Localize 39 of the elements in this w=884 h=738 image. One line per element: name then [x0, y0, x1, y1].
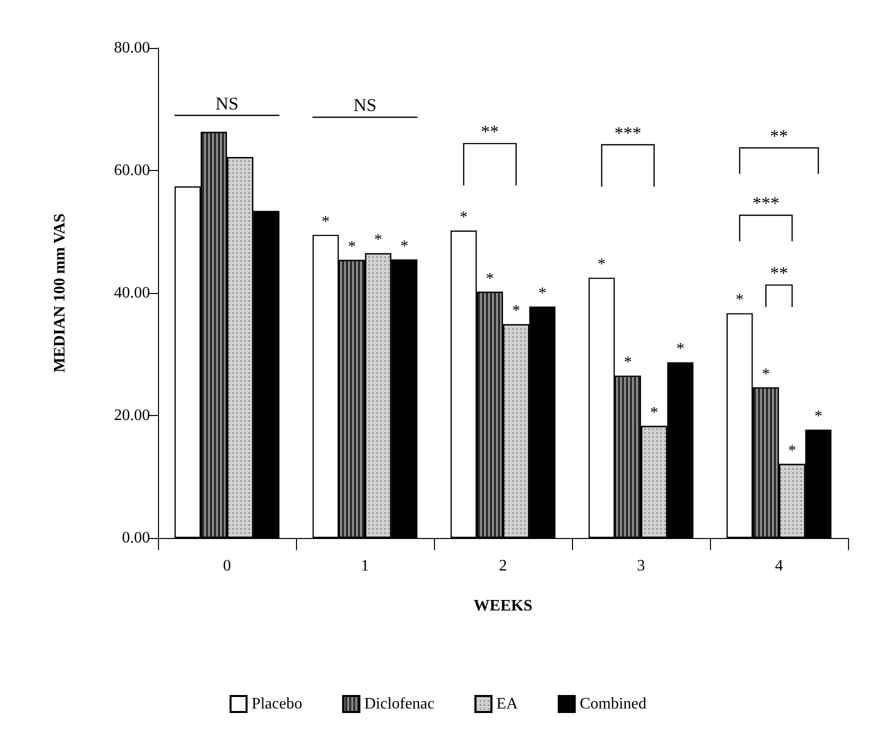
annotation: NS: [353, 95, 377, 116]
data-label: *: [460, 209, 468, 226]
data-label: *: [512, 302, 520, 320]
x-tick-label: 2: [499, 558, 507, 574]
x-axis-title: WEEKS: [474, 598, 532, 614]
y-axis-title: MEDIAN 100 mm VAS: [52, 213, 68, 372]
y-tick-label: 40.00: [114, 284, 150, 302]
data-label: *: [486, 270, 494, 288]
data-label: *: [400, 238, 408, 255]
data-label: *: [676, 340, 684, 358]
x-tick-label: 4: [775, 558, 783, 574]
data-label: *: [788, 442, 796, 460]
x-tick-label: 3: [637, 558, 645, 574]
annotation: NS: [215, 93, 239, 114]
data-label: *: [736, 292, 744, 309]
annotation: **: [480, 122, 499, 142]
data-label: *: [814, 408, 822, 426]
annotation: **: [770, 263, 788, 284]
y-tick-label: 80.00: [114, 40, 150, 56]
legend-label: Diclofenac: [364, 696, 434, 712]
data-label: *: [762, 366, 770, 383]
legend-label: EA: [496, 696, 518, 712]
y-tick-label: 60.00: [114, 162, 150, 179]
data-label: *: [374, 232, 382, 249]
data-label: *: [538, 284, 546, 302]
data-label: *: [624, 354, 632, 372]
annotation: ***: [752, 193, 780, 214]
data-label: *: [650, 404, 658, 422]
annotation: ***: [614, 122, 642, 143]
data-label: *: [348, 238, 356, 256]
y-tick-label: 20.00: [114, 407, 150, 424]
data-label: *: [598, 256, 606, 274]
annotation: **: [770, 126, 788, 146]
y-tick-label: 0.00: [122, 530, 150, 546]
legend-label: Placebo: [252, 696, 302, 712]
x-tick-label: 1: [361, 558, 369, 574]
legend-label: Combined: [580, 696, 646, 712]
x-tick-label: 0: [223, 558, 231, 574]
data-label: *: [322, 213, 330, 230]
